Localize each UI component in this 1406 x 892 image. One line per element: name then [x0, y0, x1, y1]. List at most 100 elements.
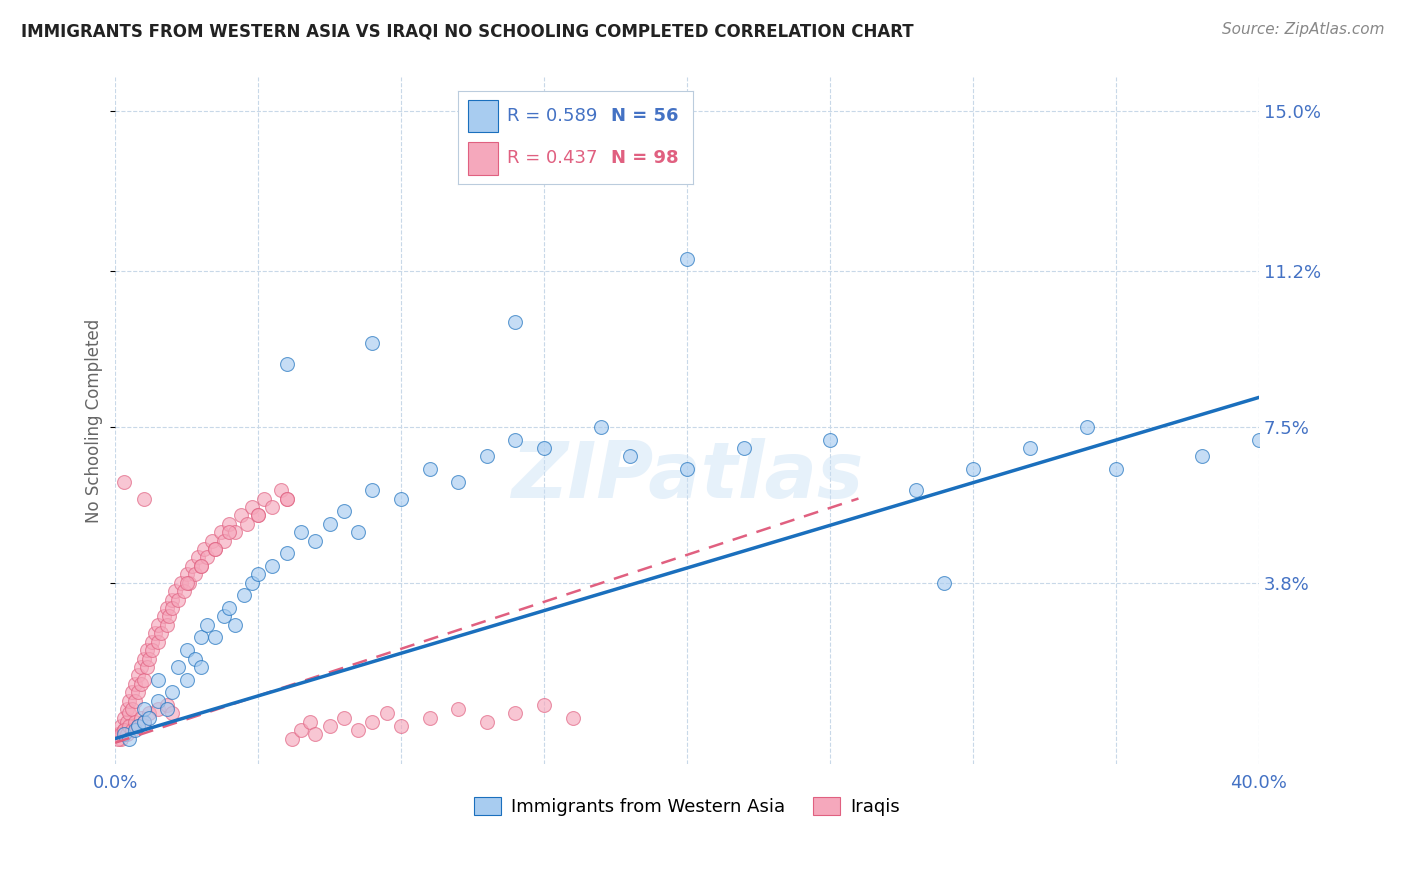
Point	[195, 618, 218, 632]
Point	[190, 660, 212, 674]
Point	[304, 533, 326, 548]
Point	[132, 491, 155, 506]
Point	[447, 702, 470, 716]
Point	[904, 483, 927, 497]
Point	[247, 508, 270, 523]
Point	[204, 542, 226, 557]
Point	[389, 719, 412, 733]
Point	[347, 525, 370, 540]
Point	[176, 673, 198, 687]
Text: IMMIGRANTS FROM WESTERN ASIA VS IRAQI NO SCHOOLING COMPLETED CORRELATION CHART: IMMIGRANTS FROM WESTERN ASIA VS IRAQI NO…	[21, 22, 914, 40]
Text: ZIPatlas: ZIPatlas	[510, 438, 863, 514]
Point	[167, 592, 190, 607]
Point	[149, 626, 172, 640]
Point	[218, 516, 240, 531]
Point	[132, 673, 155, 687]
Point	[184, 567, 207, 582]
Point	[298, 714, 321, 729]
Point	[347, 723, 370, 738]
Point	[162, 685, 184, 699]
Point	[129, 677, 152, 691]
Point	[218, 525, 240, 540]
Point	[127, 719, 149, 733]
Point	[159, 609, 181, 624]
Point	[253, 491, 276, 506]
Point	[733, 441, 755, 455]
Point	[290, 525, 312, 540]
Point	[533, 698, 555, 712]
Point	[1191, 450, 1213, 464]
Point	[121, 685, 143, 699]
Point	[184, 651, 207, 665]
Point	[475, 714, 498, 729]
Point	[505, 315, 527, 329]
Point	[561, 710, 583, 724]
Point	[333, 710, 356, 724]
Point	[146, 702, 169, 716]
Point	[155, 601, 177, 615]
Point	[127, 668, 149, 682]
Point	[1076, 420, 1098, 434]
Point	[121, 702, 143, 716]
Point	[235, 516, 257, 531]
Point	[333, 504, 356, 518]
Point	[962, 462, 984, 476]
Point	[176, 567, 198, 582]
Point	[173, 584, 195, 599]
Point	[1019, 441, 1042, 455]
Point	[141, 643, 163, 657]
Point	[146, 634, 169, 648]
Point	[218, 601, 240, 615]
Point	[276, 491, 298, 506]
Point	[181, 558, 204, 573]
Point	[1247, 433, 1270, 447]
Point	[212, 533, 235, 548]
Point	[934, 575, 956, 590]
Y-axis label: No Schooling Completed: No Schooling Completed	[86, 318, 103, 523]
Point	[118, 731, 141, 746]
Point	[129, 660, 152, 674]
Point	[124, 723, 146, 738]
Point	[281, 731, 304, 746]
Point	[138, 710, 160, 724]
Point	[818, 433, 841, 447]
Point	[276, 357, 298, 371]
Point	[190, 558, 212, 573]
Point	[135, 643, 157, 657]
Point	[1105, 462, 1128, 476]
Point	[276, 546, 298, 560]
Point	[112, 727, 135, 741]
Point	[676, 252, 699, 266]
Point	[419, 710, 441, 724]
Point	[389, 491, 412, 506]
Point	[419, 462, 441, 476]
Text: Source: ZipAtlas.com: Source: ZipAtlas.com	[1222, 22, 1385, 37]
Point	[143, 626, 166, 640]
Point	[179, 575, 201, 590]
Point	[190, 631, 212, 645]
Point	[115, 714, 138, 729]
Point	[240, 500, 263, 514]
Point	[447, 475, 470, 489]
Point	[107, 731, 129, 746]
Point	[209, 525, 232, 540]
Point	[132, 651, 155, 665]
Point	[155, 702, 177, 716]
Point	[146, 693, 169, 707]
Point	[162, 592, 184, 607]
Point	[262, 558, 284, 573]
Point	[224, 525, 246, 540]
Point	[201, 533, 224, 548]
Point	[591, 420, 613, 434]
Point	[112, 475, 135, 489]
Point	[115, 727, 138, 741]
Point	[187, 550, 209, 565]
Point	[195, 550, 218, 565]
Point	[124, 693, 146, 707]
Point	[132, 714, 155, 729]
Point	[155, 618, 177, 632]
Point	[112, 710, 135, 724]
Point	[240, 575, 263, 590]
Point	[138, 706, 160, 721]
Point	[224, 618, 246, 632]
